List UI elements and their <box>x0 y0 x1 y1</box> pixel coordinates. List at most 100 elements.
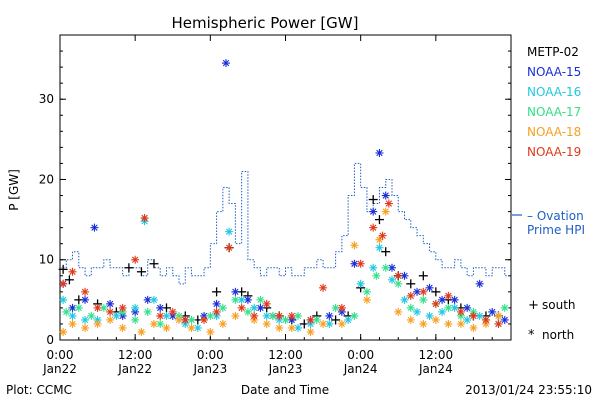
x-tick-date: Jan24 <box>418 362 453 376</box>
data-point-noaa-19 <box>384 199 393 208</box>
data-point-noaa-17 <box>231 295 240 304</box>
data-point-noaa-18 <box>494 311 503 320</box>
data-point-noaa-19 <box>140 214 149 222</box>
data-point-noaa-18 <box>381 207 390 216</box>
data-point-metp-02 <box>58 264 68 274</box>
data-point-noaa-18 <box>337 319 346 328</box>
x-axis-label: Date and Time <box>241 383 329 397</box>
data-point-noaa-16 <box>131 303 140 312</box>
data-point-noaa-19 <box>319 283 328 292</box>
data-point-noaa-19 <box>93 303 102 312</box>
data-point-noaa-19 <box>431 299 440 308</box>
data-point-noaa-19 <box>494 319 503 328</box>
data-point-noaa-16 <box>59 295 68 304</box>
data-point-noaa-19 <box>168 307 177 316</box>
data-point-noaa-18 <box>375 235 384 244</box>
data-point-noaa-16 <box>81 315 90 324</box>
x-tick-time: 0:00 <box>47 348 74 362</box>
data-point-noaa-18 <box>306 327 315 336</box>
data-point-noaa-19 <box>225 243 234 252</box>
data-point-noaa-17 <box>500 303 509 312</box>
data-point-noaa-17 <box>444 303 453 312</box>
data-point-noaa-15 <box>500 315 509 324</box>
plot-credit: Plot: CCMC <box>6 383 72 397</box>
legend: METP-02 NOAA-15 NOAA-16 NOAA-17 NOAA-18 NOAA-… <box>512 45 585 343</box>
data-point-noaa-18 <box>362 295 371 304</box>
satellite-points <box>58 59 509 336</box>
data-point-noaa-15 <box>381 191 390 200</box>
data-point-noaa-19 <box>156 311 165 320</box>
data-point-noaa-17 <box>294 311 303 320</box>
x-tick-date: Jan23 <box>268 362 303 376</box>
data-point-noaa-18 <box>206 327 215 336</box>
legend-item: NOAA-15 <box>527 65 581 79</box>
data-point-noaa-16 <box>225 227 234 236</box>
ovation-legend-label: Prime HPI <box>527 223 585 237</box>
data-point-noaa-17 <box>406 303 415 312</box>
x-tick-date: Jan24 <box>343 362 378 376</box>
data-point-metp-02 <box>368 195 378 205</box>
data-point-noaa-19 <box>337 303 346 312</box>
x-tick-time: 12:00 <box>118 348 153 362</box>
ovation-legend-label: – Ovation <box>527 209 584 223</box>
data-point-noaa-18 <box>81 323 90 332</box>
legend-item: NOAA-19 <box>527 145 581 159</box>
data-point-noaa-15 <box>212 299 221 308</box>
data-point-noaa-16 <box>400 295 409 304</box>
data-point-noaa-18 <box>431 315 440 324</box>
data-point-noaa-16 <box>463 315 472 324</box>
data-point-noaa-15 <box>425 283 434 292</box>
data-point-noaa-16 <box>193 323 202 332</box>
y-axis-label: P [GW] <box>7 169 21 211</box>
plot-frame <box>59 34 512 341</box>
marker-legend-label: south <box>542 298 576 312</box>
data-point-noaa-19 <box>181 315 190 324</box>
data-point-noaa-18 <box>262 319 271 328</box>
data-point-noaa-17 <box>350 311 359 320</box>
data-point-noaa-18 <box>137 327 146 336</box>
data-point-noaa-16 <box>375 243 384 252</box>
data-point-noaa-18 <box>350 241 359 250</box>
data-point-noaa-17 <box>62 307 71 316</box>
data-point-noaa-16 <box>237 295 246 304</box>
legend-item: NOAA-18 <box>527 125 581 139</box>
y-tick-label: 10 <box>39 253 54 267</box>
y-tick-label: 20 <box>39 172 54 186</box>
x-tick-time: 0:00 <box>197 348 224 362</box>
data-point-metp-02 <box>64 275 74 285</box>
data-point-noaa-16 <box>149 295 158 304</box>
data-point-noaa-16 <box>369 263 378 272</box>
data-point-noaa-15 <box>156 303 165 312</box>
ovation-hpi-layer <box>60 162 511 285</box>
x-tick-time: 0:00 <box>347 348 374 362</box>
data-point-metp-02 <box>381 247 391 257</box>
data-point-noaa-19 <box>106 307 115 316</box>
data-point-noaa-15 <box>438 295 447 304</box>
data-point-noaa-17 <box>394 279 403 288</box>
y-tick-label: 0 <box>46 333 54 347</box>
data-point-noaa-18 <box>93 319 102 328</box>
x-tick-date: Jan22 <box>117 362 152 376</box>
data-point-noaa-19 <box>131 255 140 264</box>
data-point-noaa-16 <box>438 307 447 316</box>
data-point-noaa-18 <box>162 323 171 332</box>
data-point-noaa-19 <box>419 287 428 296</box>
legend-item: NOAA-16 <box>527 85 581 99</box>
data-point-noaa-17 <box>218 303 227 312</box>
data-point-noaa-17 <box>206 311 215 320</box>
data-point-noaa-19 <box>356 259 365 268</box>
data-point-noaa-18 <box>287 323 296 332</box>
data-point-noaa-15 <box>231 287 240 296</box>
data-point-noaa-19 <box>444 291 453 300</box>
data-point-noaa-17 <box>187 315 196 324</box>
data-point-noaa-19 <box>369 223 378 232</box>
data-point-noaa-19 <box>262 299 271 308</box>
data-point-noaa-17 <box>281 315 290 324</box>
data-point-noaa-15 <box>106 299 115 308</box>
chart-title: Hemispheric Power [GW] <box>172 14 359 32</box>
data-point-noaa-17 <box>131 315 140 324</box>
data-point-noaa-17 <box>381 263 390 272</box>
data-point-noaa-18 <box>419 319 428 328</box>
data-point-noaa-19 <box>481 315 490 324</box>
data-point-noaa-18 <box>394 307 403 316</box>
